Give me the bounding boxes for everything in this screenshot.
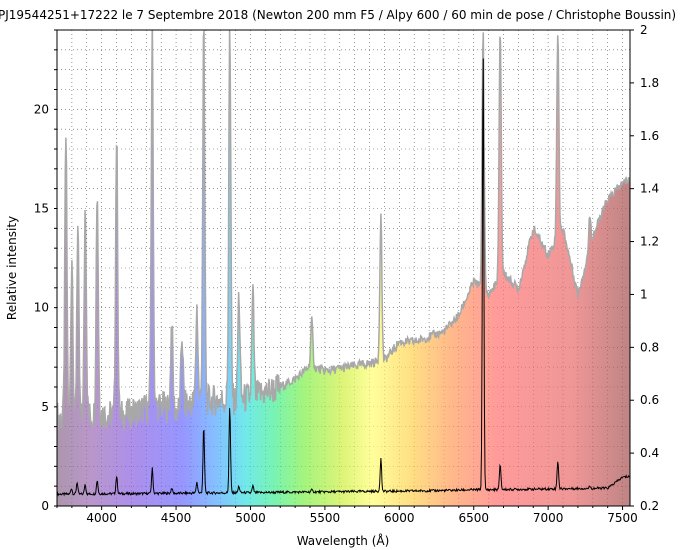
y-left-tick-label: 20	[34, 102, 49, 116]
x-tick-label: 4000	[86, 511, 117, 525]
y-axis-left: 0 5 10 15 20	[34, 29, 57, 513]
x-tick-label: 7500	[607, 511, 638, 525]
y-right-tick-label: 1.2	[640, 235, 659, 249]
y-right-tick-label: 0.8	[640, 340, 659, 354]
x-tick-label: 6000	[384, 511, 415, 525]
y-left-tick-label: 0	[41, 499, 49, 513]
y-right-tick-label: 0.2	[640, 499, 659, 513]
chart-title: PJ19544251+17222 le 7 Septembre 2018 (Ne…	[0, 8, 676, 22]
x-tick-label: 5000	[235, 511, 266, 525]
gray-spectrum-line	[57, 30, 630, 433]
y-left-tick-label: 10	[34, 301, 49, 315]
y-right-tick-label: 0.6	[640, 393, 659, 407]
x-tick-label: 5500	[310, 511, 341, 525]
y-right-tick-label: 1.4	[640, 182, 659, 196]
x-tick-label: 6500	[458, 511, 489, 525]
y-left-tick-label: 5	[41, 400, 49, 414]
y-axis-right: 0.2 0.4 0.6 0.8 1 1.2 1.4 1.6 1.8 2	[630, 23, 659, 513]
y-right-tick-label: 1.8	[640, 76, 659, 90]
x-tick-label: 4500	[161, 511, 192, 525]
y-axis-label: Relative intensity	[5, 216, 19, 320]
x-axis: 4000 4500 5000 5500 6000 6500 7000 7500	[56, 506, 638, 525]
y-right-tick-label: 2	[640, 23, 648, 37]
x-axis-label: Wavelength (Å)	[297, 533, 390, 548]
y-right-tick-label: 1	[640, 287, 648, 301]
rainbow-spectrum-area	[57, 30, 630, 506]
black-spectrum-line	[57, 58, 630, 497]
y-right-tick-label: 1.6	[640, 129, 659, 143]
x-tick-label: 7000	[533, 511, 564, 525]
y-right-tick-label: 0.4	[640, 446, 659, 460]
y-left-tick-label: 15	[34, 202, 49, 216]
